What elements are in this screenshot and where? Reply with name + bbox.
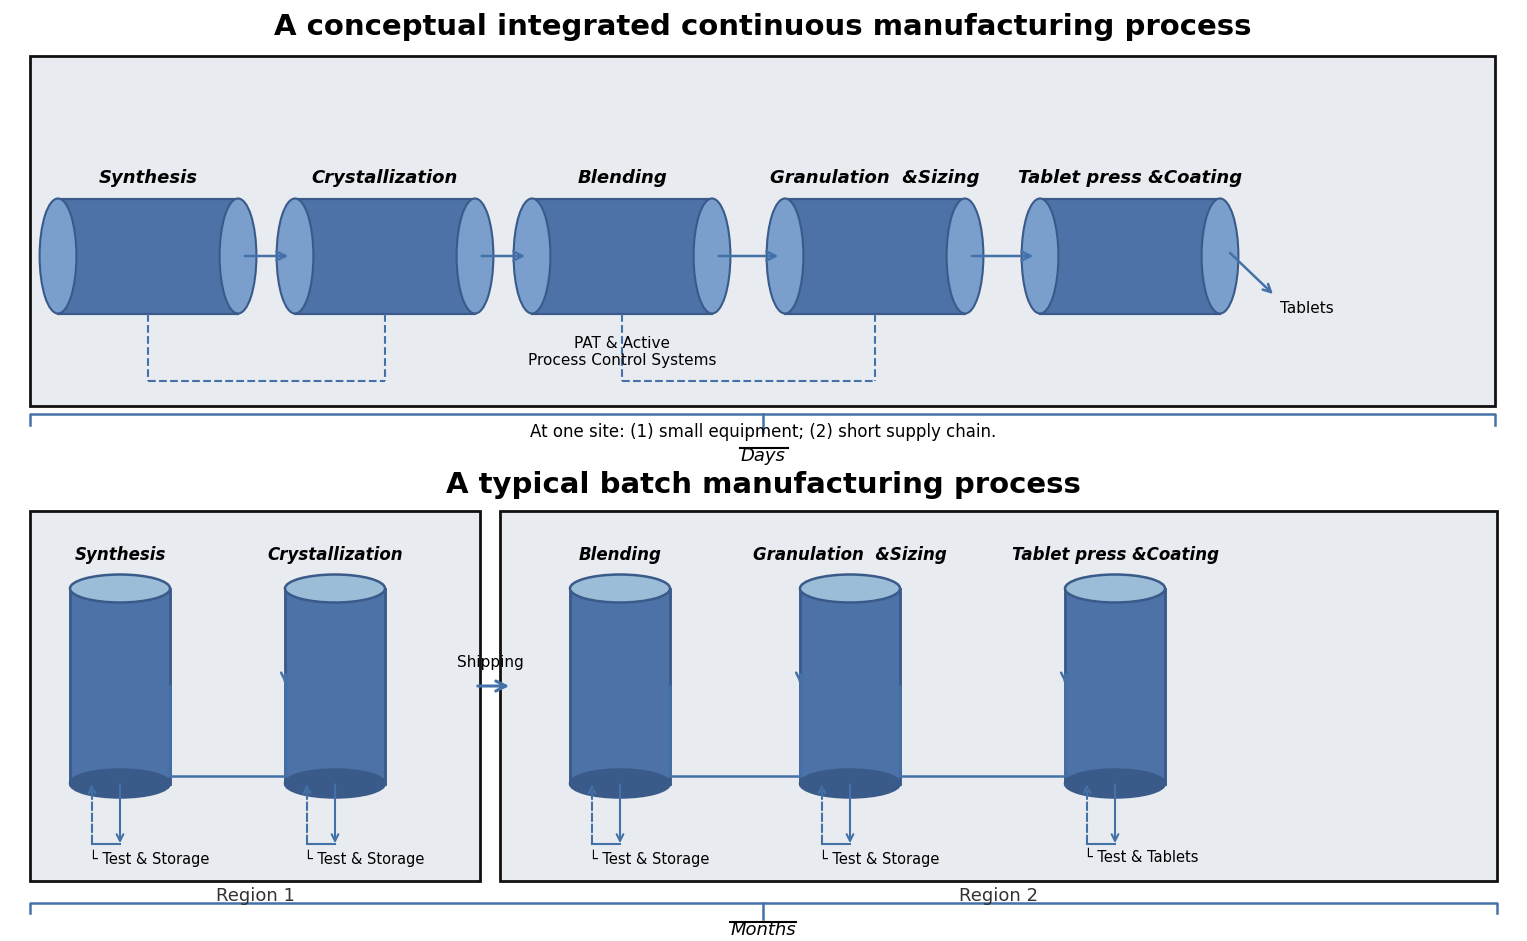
Ellipse shape <box>286 770 385 798</box>
Ellipse shape <box>1064 770 1165 798</box>
Text: At one site: (1) small equipment; (2) short supply chain.: At one site: (1) small equipment; (2) sh… <box>530 423 996 441</box>
Text: Blending: Blending <box>577 168 667 186</box>
Text: Granulation  &Sizing: Granulation &Sizing <box>770 168 980 186</box>
Bar <box>785 199 965 313</box>
Text: └ Test & Storage: └ Test & Storage <box>589 850 710 868</box>
Text: Months: Months <box>730 921 796 939</box>
Text: A typical batch manufacturing process: A typical batch manufacturing process <box>446 471 1081 499</box>
Ellipse shape <box>286 575 385 602</box>
Text: A conceptual integrated continuous manufacturing process: A conceptual integrated continuous manuf… <box>275 13 1252 41</box>
Text: └ Test & Tablets: └ Test & Tablets <box>1084 850 1199 865</box>
Bar <box>31 56 1495 406</box>
Ellipse shape <box>457 199 493 313</box>
Bar <box>1040 199 1220 313</box>
Text: └ Test & Storage: └ Test & Storage <box>89 850 209 868</box>
Bar <box>295 199 475 313</box>
Ellipse shape <box>767 199 803 313</box>
Text: Shipping: Shipping <box>457 655 524 670</box>
Ellipse shape <box>693 199 730 313</box>
Text: Granulation  &Sizing: Granulation &Sizing <box>753 546 947 564</box>
Ellipse shape <box>1022 199 1058 313</box>
Ellipse shape <box>40 199 76 313</box>
Text: PAT & Active
Process Control Systems: PAT & Active Process Control Systems <box>528 336 716 368</box>
Text: Tablet press &Coating: Tablet press &Coating <box>1019 168 1241 186</box>
Ellipse shape <box>947 199 983 313</box>
Ellipse shape <box>570 770 670 798</box>
Bar <box>70 588 169 784</box>
Text: └ Test & Storage: └ Test & Storage <box>304 850 425 868</box>
Bar <box>531 199 712 313</box>
Text: Synthesis: Synthesis <box>99 168 197 186</box>
Bar <box>31 511 479 881</box>
Bar <box>499 511 1496 881</box>
Text: Region 2: Region 2 <box>959 887 1038 905</box>
Text: Region 1: Region 1 <box>215 887 295 905</box>
Bar <box>800 588 899 784</box>
Ellipse shape <box>1202 199 1238 313</box>
Ellipse shape <box>800 575 899 602</box>
Bar <box>286 588 385 784</box>
Ellipse shape <box>220 199 257 313</box>
Bar <box>570 588 670 784</box>
Text: Blending: Blending <box>579 546 661 564</box>
Text: └ Test & Storage: └ Test & Storage <box>818 850 939 868</box>
Bar <box>58 199 238 313</box>
Text: Tablets: Tablets <box>1280 301 1333 316</box>
Ellipse shape <box>570 575 670 602</box>
Text: Tablet press &Coating: Tablet press &Coating <box>1011 546 1219 564</box>
Bar <box>1064 588 1165 784</box>
Text: Days: Days <box>741 447 785 465</box>
Ellipse shape <box>276 199 313 313</box>
Text: Synthesis: Synthesis <box>75 546 166 564</box>
Ellipse shape <box>1064 575 1165 602</box>
Ellipse shape <box>800 770 899 798</box>
Text: Crystallization: Crystallization <box>267 546 403 564</box>
Text: Crystallization: Crystallization <box>312 168 458 186</box>
Ellipse shape <box>513 199 550 313</box>
Ellipse shape <box>70 770 169 798</box>
Ellipse shape <box>70 575 169 602</box>
